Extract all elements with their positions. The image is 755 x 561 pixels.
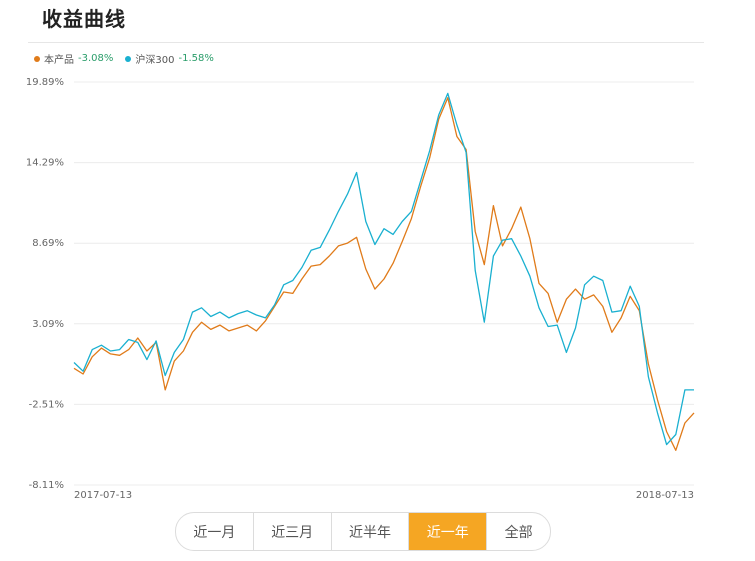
y-tick-label: 14.29% xyxy=(26,158,64,169)
tab-6-months[interactable]: 近半年 xyxy=(332,513,410,550)
tab-all[interactable]: 全部 xyxy=(504,524,533,541)
tab-3-months[interactable]: 近三月 xyxy=(254,513,332,550)
tab-1-year[interactable]: 近一年 xyxy=(409,513,488,550)
tab-1-month[interactable]: 近一月 xyxy=(176,513,254,550)
chart-legend: 本产品 -3.08% 沪深300 -1.58% xyxy=(34,51,214,66)
title-divider xyxy=(28,42,704,43)
period-tabs: 近一月 近三月 近半年 近一年 全部 xyxy=(175,512,551,551)
y-tick-label: 19.89% xyxy=(26,77,64,88)
y-tick-label: 3.09% xyxy=(32,319,64,330)
legend-item-product[interactable]: 本产品 -3.08% xyxy=(34,51,113,66)
legend-dot-product xyxy=(34,55,40,62)
page-title: 收益曲线 xyxy=(42,7,126,31)
legend-value-index: -1.58% xyxy=(178,53,214,64)
legend-label-product: 本产品 xyxy=(44,55,74,66)
series-line-product xyxy=(73,97,695,451)
legend-item-index[interactable]: 沪深300 -1.58% xyxy=(125,51,214,66)
y-tick-label: -2.51% xyxy=(29,399,64,410)
legend-dot-index xyxy=(125,55,132,62)
legend-label-index: 沪深300 xyxy=(135,55,175,66)
x-tick-label: 2017-07-13 xyxy=(74,490,132,501)
series-line-index xyxy=(73,92,694,446)
y-tick-label: -8.11% xyxy=(29,480,64,491)
x-tick-label: 2018-07-13 xyxy=(636,490,694,501)
legend-value-product: -3.08% xyxy=(78,53,114,64)
y-tick-label: 8.69% xyxy=(32,238,64,249)
